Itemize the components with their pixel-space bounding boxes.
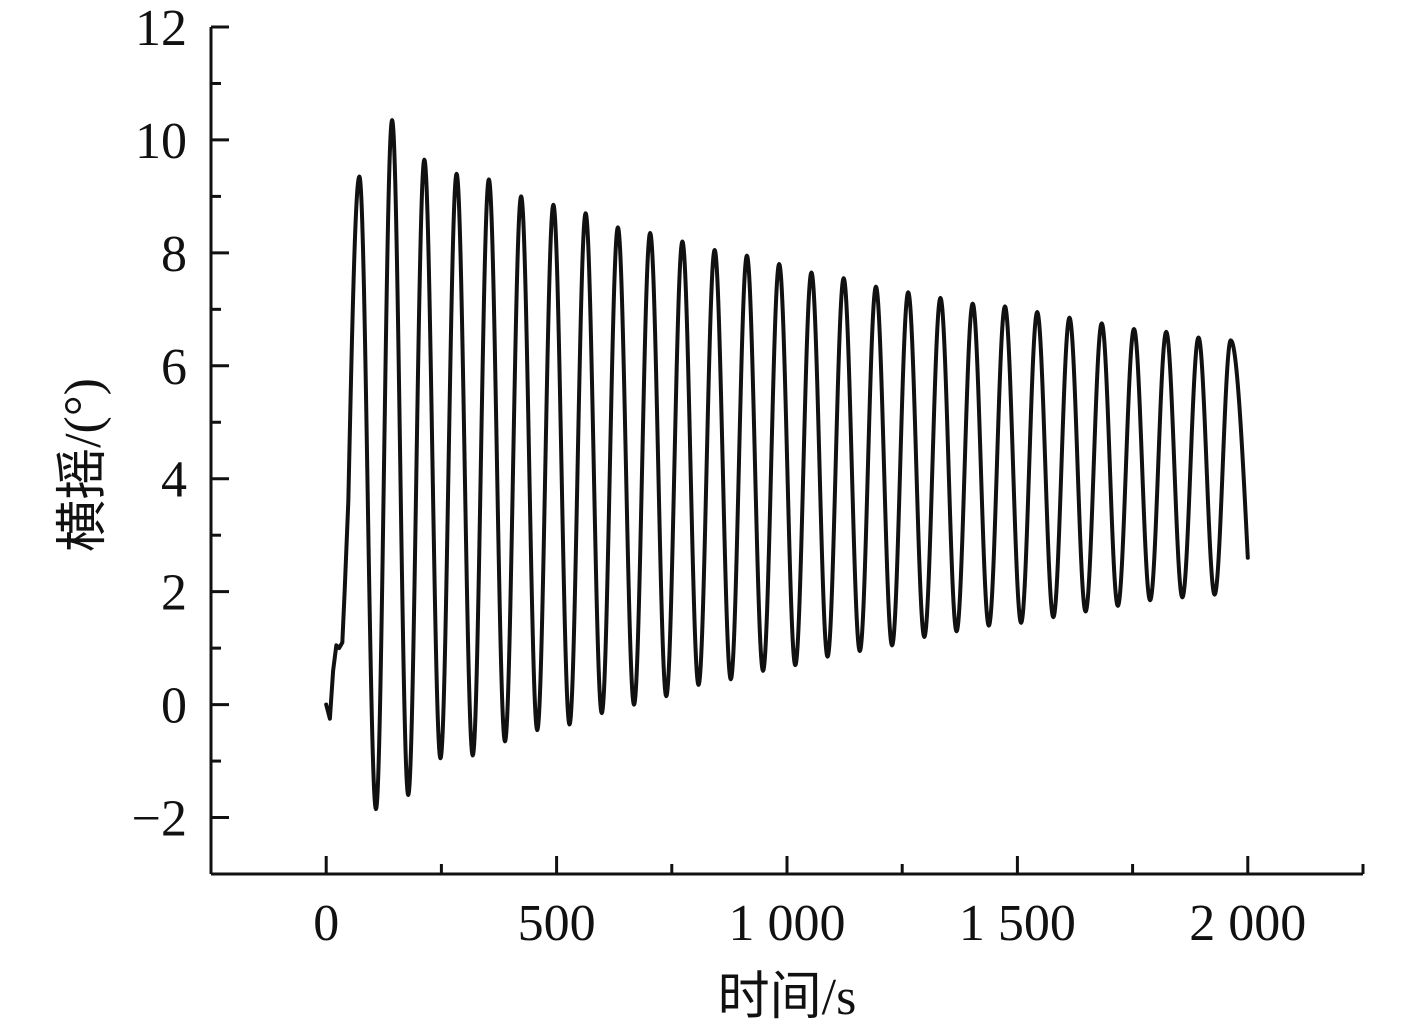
x-tick-label: 0 bbox=[313, 895, 339, 952]
y-tick-label: 4 bbox=[161, 452, 187, 509]
series-layer bbox=[324, 118, 1250, 812]
y-tick-label: 8 bbox=[161, 226, 187, 283]
y-tick-label: −2 bbox=[132, 791, 187, 848]
x-axis-title: 时间/s bbox=[718, 969, 857, 1025]
x-tick-label: 2 000 bbox=[1189, 895, 1306, 952]
x-tick-label: 1 500 bbox=[959, 895, 1076, 952]
x-tick-label: 500 bbox=[518, 895, 596, 952]
y-tick-label: 2 bbox=[161, 565, 187, 622]
x-tick-label: 1 000 bbox=[729, 895, 846, 952]
y-tick-label: 10 bbox=[135, 113, 187, 170]
series-line bbox=[324, 118, 1250, 812]
y-tick-label: 12 bbox=[135, 0, 187, 57]
tick-labels: −2 0 2 4 6 8 10 12 0 500 1 000 1 500 2 000 bbox=[132, 0, 1307, 952]
y-axis-title: 横摇/(°) bbox=[55, 378, 112, 552]
y-tick-label: 0 bbox=[161, 678, 187, 735]
ticks bbox=[211, 25, 1365, 876]
y-tick-label: 6 bbox=[161, 339, 187, 396]
